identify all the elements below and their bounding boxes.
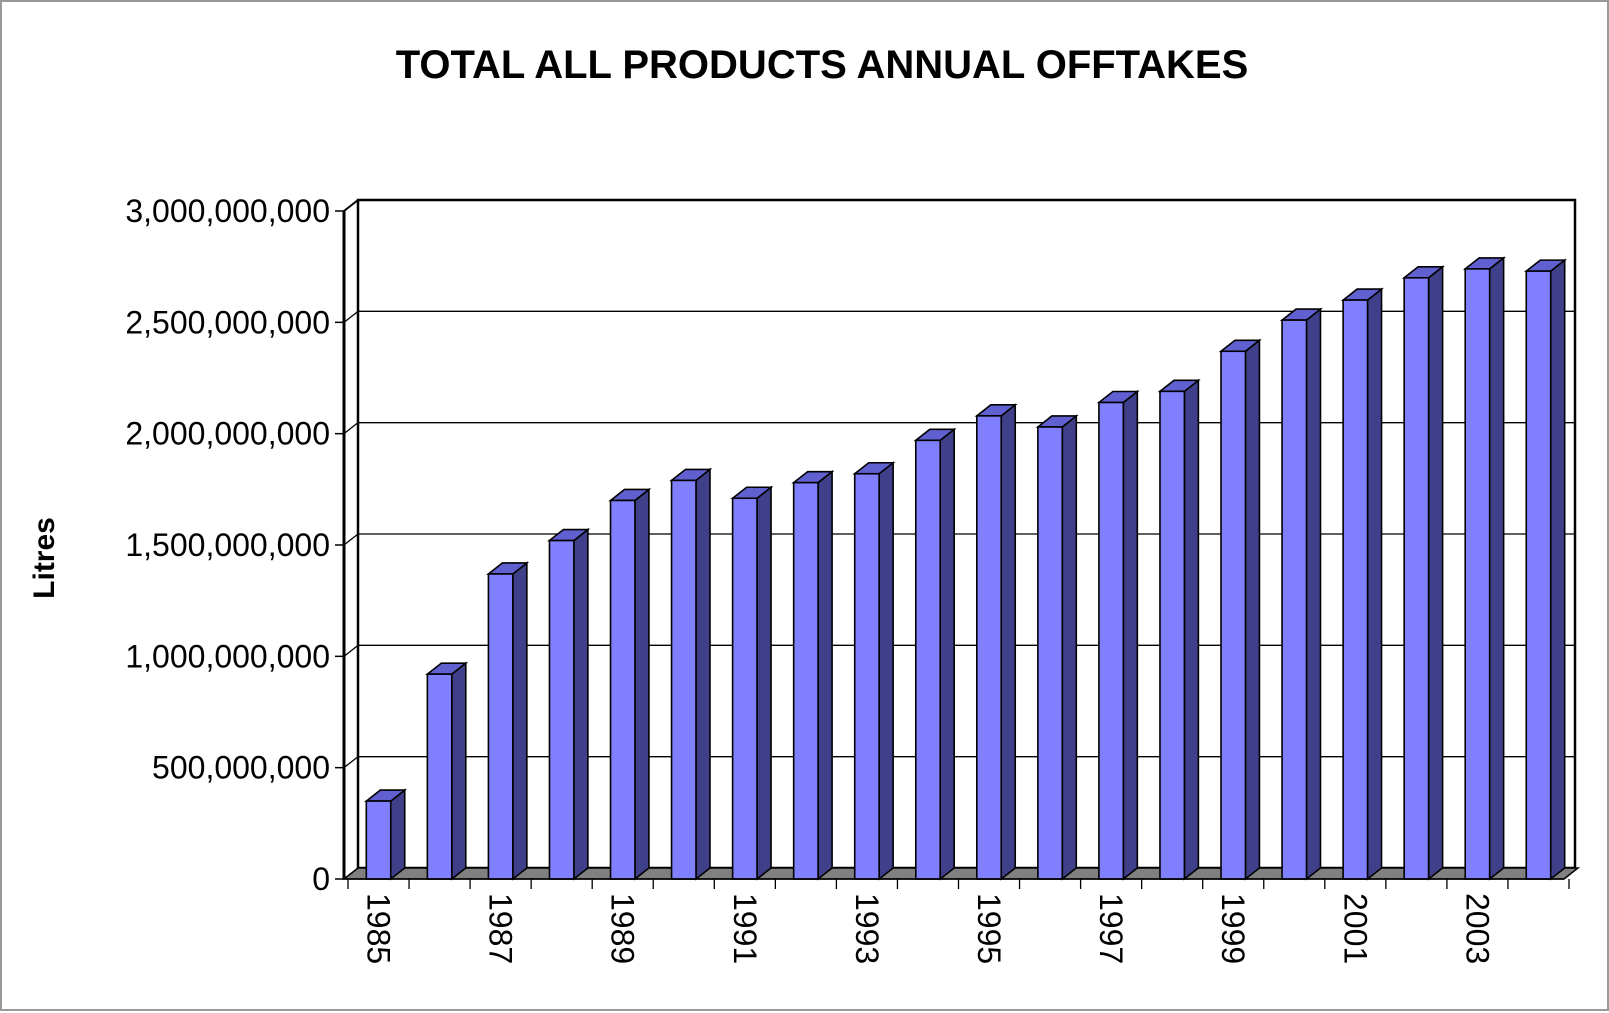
bar-side xyxy=(573,527,589,881)
bar-1989 xyxy=(609,499,636,880)
bar-1991 xyxy=(731,497,758,880)
bar-side xyxy=(817,470,833,881)
y-tick-label: 0 xyxy=(312,861,330,897)
bar-1998 xyxy=(1159,390,1186,880)
x-tick-label: 1985 xyxy=(361,893,397,964)
bar-side xyxy=(512,561,528,881)
x-tick-label: 2003 xyxy=(1459,893,1495,964)
bar-1990 xyxy=(670,479,697,880)
gridline-side xyxy=(343,756,359,769)
bar-1994 xyxy=(914,439,941,880)
x-tick-label: 1991 xyxy=(727,893,763,964)
plot-area: 0 500,000,000 1,000,000,000 1,500,000,000 2,… xyxy=(125,193,1581,964)
bar-side xyxy=(695,467,711,881)
y-tick-label: 2,500,000,000 xyxy=(125,304,330,340)
bar-side xyxy=(1427,265,1444,881)
bar-1992 xyxy=(792,481,819,880)
bar-side xyxy=(1549,258,1566,881)
bar-side xyxy=(634,487,650,881)
x-tick-label: 2001 xyxy=(1337,893,1373,964)
bar-side xyxy=(1244,338,1261,881)
bar-2001 xyxy=(1342,299,1369,880)
y-tick-label: 500,000,000 xyxy=(152,750,330,786)
bar-side xyxy=(389,788,406,881)
bar-1999 xyxy=(1220,350,1247,880)
bar-side xyxy=(878,461,894,881)
bar-side xyxy=(1061,414,1078,881)
gridline-side xyxy=(343,644,359,657)
bar-1995 xyxy=(976,415,1003,880)
y-axis-label: Litres xyxy=(28,517,61,599)
bar-1996 xyxy=(1037,426,1064,880)
y-tick-label: 2,000,000,000 xyxy=(125,416,330,452)
chart-title: TOTAL ALL PRODUCTS ANNUAL OFFTAKES xyxy=(396,43,1249,87)
x-tick-label: 1993 xyxy=(849,893,885,964)
bar-side xyxy=(1183,378,1200,881)
bar-1993 xyxy=(853,472,880,880)
bar-side xyxy=(1122,389,1139,881)
chart-floor xyxy=(341,867,1581,880)
bar-1997 xyxy=(1098,401,1125,880)
bar-2002 xyxy=(1403,276,1430,880)
y-tick-label: 3,000,000,000 xyxy=(125,193,330,229)
gridline-side xyxy=(343,533,359,546)
bar-1986 xyxy=(426,673,453,880)
bar-side xyxy=(1305,307,1322,881)
bar-side xyxy=(1000,403,1017,881)
y-tick-label: 1,000,000,000 xyxy=(125,638,330,674)
bar-side xyxy=(939,427,955,881)
bar-side xyxy=(756,485,772,881)
bar-1988 xyxy=(548,539,575,880)
x-tick-label: 1987 xyxy=(483,893,519,964)
y-tick-label: 1,500,000,000 xyxy=(125,527,330,563)
bar-2000 xyxy=(1281,319,1308,880)
bar-side xyxy=(1366,287,1383,881)
bar-side xyxy=(450,661,467,881)
side-wall-top-edge xyxy=(343,199,359,212)
gridline-side xyxy=(343,310,359,323)
x-tick-label: 1989 xyxy=(605,893,641,964)
bar-2004 xyxy=(1525,270,1552,880)
bar-side xyxy=(1488,256,1505,881)
bar-1987 xyxy=(487,573,514,880)
bar-1985 xyxy=(365,800,392,880)
gridline-side xyxy=(343,422,359,435)
bar-2003 xyxy=(1464,268,1491,880)
x-tick-label: 1999 xyxy=(1215,893,1251,964)
x-tick-label: 1997 xyxy=(1093,893,1129,964)
x-tick-label: 1995 xyxy=(971,893,1007,964)
